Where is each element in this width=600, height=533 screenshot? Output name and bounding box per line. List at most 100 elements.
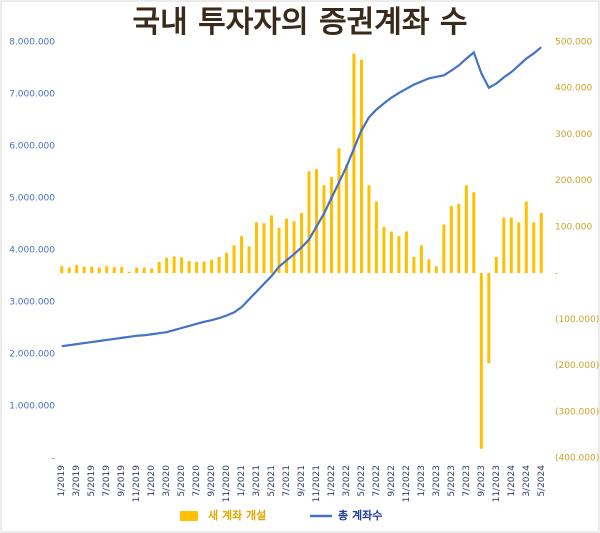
bar (225, 252, 229, 274)
bar (419, 245, 423, 274)
bar (172, 256, 176, 274)
legend-swatch (180, 511, 198, 521)
y-tick-label: 2.000.000 (9, 350, 55, 360)
x-tick-label: 7/2020 (192, 465, 202, 497)
y-tick-label: 6.000.000 (9, 142, 55, 152)
x-tick-label: 7/2021 (282, 465, 292, 497)
x-tick-label: 9/2022 (387, 465, 397, 497)
x-tick-label: 7/2022 (372, 465, 382, 497)
bar (517, 222, 521, 274)
bar (472, 192, 476, 274)
x-tick-label: 5/2020 (177, 465, 187, 497)
x-tick-label: 11/2021 (312, 465, 322, 502)
x-tick-label: 3/2021 (252, 465, 262, 497)
bar (487, 273, 491, 364)
bar (367, 185, 371, 274)
x-tick-label: 1/2024 (507, 465, 517, 497)
bar (105, 266, 109, 274)
bar (479, 273, 483, 449)
x-tick-label: 5/2024 (537, 465, 547, 497)
bar (67, 267, 71, 274)
x-tick-label: 3/2022 (342, 465, 352, 497)
bar (442, 224, 446, 274)
bar (382, 226, 386, 274)
bar (247, 246, 251, 274)
bar (232, 245, 236, 274)
x-tick-label: 9/2023 (477, 465, 487, 497)
chart-title: 국내 투자자의 증권계좌 수 (133, 5, 468, 40)
bar (187, 261, 191, 274)
x-tick-label: 1/2021 (237, 465, 247, 497)
legend-label: 새 계좌 개설 (208, 508, 266, 522)
bar (292, 221, 296, 274)
y2-tick-label: - (555, 269, 558, 279)
x-tick-label: 3/2019 (72, 465, 82, 497)
bar (195, 262, 199, 274)
x-tick-label: 11/2020 (222, 465, 232, 503)
x-tick-label: 5/2022 (357, 465, 367, 497)
x-tick-label: 1/2019 (57, 465, 67, 497)
bar (344, 164, 348, 274)
x-tick-label: 7/2023 (462, 465, 472, 497)
x-tick-label: 11/2023 (492, 465, 502, 502)
x-tick-label: 3/2024 (522, 465, 532, 497)
bar (300, 213, 303, 274)
bar (404, 231, 408, 274)
bar (165, 257, 169, 274)
y-tick-label: 3.000.000 (9, 298, 55, 308)
bar (494, 256, 498, 274)
bar (389, 231, 393, 274)
y-tick-label: 1.000.000 (9, 402, 55, 412)
bar (434, 266, 438, 274)
x-tick-label: 9/2019 (117, 465, 127, 497)
bar (82, 266, 86, 274)
y2-tick-label: (300.000) (555, 407, 599, 417)
bar (337, 148, 341, 274)
y2-tick-label: (400.000) (555, 454, 599, 464)
x-tick-label: 11/2022 (402, 465, 412, 502)
bar (150, 268, 154, 274)
bar (359, 59, 363, 274)
line (61, 46, 542, 348)
bar (75, 264, 79, 274)
y-tick-label: 4.000.000 (9, 246, 55, 256)
x-tick-label: 3/2023 (432, 465, 442, 497)
bar (277, 227, 281, 274)
bar (255, 222, 259, 274)
bar (539, 213, 543, 274)
bar (427, 259, 431, 274)
bar (509, 217, 513, 274)
bar (532, 222, 536, 274)
x-tick-label: 1/2020 (147, 465, 157, 497)
bar (329, 176, 333, 274)
x-tick-label: 1/2023 (417, 465, 427, 497)
bar (120, 267, 124, 274)
bar (449, 206, 453, 274)
bar (112, 267, 116, 274)
x-tick-label: 11/2019 (132, 465, 142, 503)
y-tick-label: - (52, 454, 55, 464)
bar (285, 218, 289, 274)
y2-tick-label: 300.000 (555, 130, 592, 140)
bar (352, 53, 356, 274)
bar (240, 236, 244, 274)
bar (524, 201, 528, 274)
bar (180, 257, 184, 274)
bar (97, 267, 101, 274)
bar (457, 203, 461, 274)
bar (412, 256, 416, 274)
bar (157, 262, 161, 274)
y2-tick-label: 400.000 (555, 84, 592, 94)
bar (502, 217, 506, 274)
x-tick-label: 7/2019 (102, 465, 112, 497)
bar (464, 185, 468, 274)
bar (262, 223, 266, 274)
x-tick-label: 3/2020 (162, 465, 172, 497)
bar (314, 169, 318, 274)
x-tick-label: 5/2019 (87, 465, 97, 497)
legend-label: 총 계좌수 (338, 508, 382, 522)
bar (397, 236, 401, 274)
bar (142, 267, 146, 274)
